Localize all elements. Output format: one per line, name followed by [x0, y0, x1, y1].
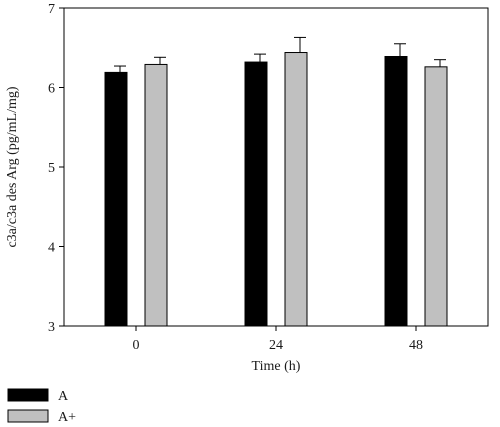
x-tick-label: 0 — [133, 338, 140, 353]
x-tick-label: 48 — [409, 338, 423, 353]
legend-swatch-A+ — [7, 409, 49, 423]
x-axis: 0 24 48 — [133, 326, 423, 353]
x-axis-title: Time (h) — [252, 359, 301, 374]
y-tick-label: 5 — [48, 161, 55, 176]
bar-series — [104, 36, 448, 327]
legend-label: A+ — [58, 410, 76, 425]
y-axis-title: c3a/c3a des Arg (pg/mL/mg) — [5, 86, 20, 247]
bar-A+-t0 — [144, 63, 168, 327]
bar-A-t24 — [244, 61, 268, 327]
y-tick-label: 4 — [48, 241, 55, 256]
y-axis: 3 4 5 6 7 — [48, 2, 64, 335]
legend: A A+ — [7, 388, 76, 425]
legend-label: A — [58, 389, 69, 404]
y-tick-label: 3 — [48, 320, 55, 335]
y-tick-label: 6 — [48, 82, 55, 97]
legend-swatch-A — [7, 388, 49, 402]
bar-A-t0 — [104, 71, 128, 327]
bar-A-t48 — [384, 55, 408, 327]
bar-A+-t24 — [284, 52, 308, 327]
x-tick-label: 24 — [269, 338, 283, 353]
y-tick-label: 7 — [48, 2, 55, 17]
bar-A+-t48 — [424, 66, 448, 327]
plot-frame — [63, 7, 489, 327]
